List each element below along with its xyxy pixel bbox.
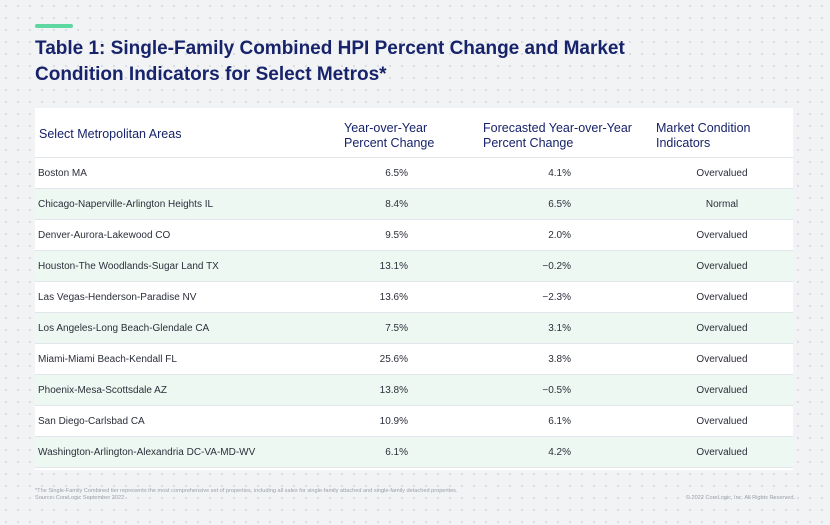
cell-metro-area: Miami-Miami Beach-Kendall FL xyxy=(38,354,177,365)
page-title: Table 1: Single-Family Combined HPI Perc… xyxy=(35,38,625,85)
cell-market-condition: Overvalued xyxy=(696,323,748,334)
cell-metro-area: Washington-Arlington-Alexandria DC-VA-MD… xyxy=(38,447,256,458)
cell-forecasted-change: 6.1% xyxy=(548,416,571,427)
table-row: Washington-Arlington-Alexandria DC-VA-MD… xyxy=(35,437,793,468)
footnote: *The Single-Family Combined tier represe… xyxy=(35,488,458,502)
cell-year-over-year: 6.1% xyxy=(385,447,408,458)
table-row: Las Vegas-Henderson-Paradise NV 13.6% −2.3… xyxy=(35,282,793,313)
cell-market-condition: Overvalued xyxy=(696,230,748,241)
header-forecasted-change: Forecasted Year-over-Year Percent Change xyxy=(483,121,632,150)
cell-forecasted-change: −0.2% xyxy=(542,261,571,272)
cell-year-over-year: 25.6% xyxy=(379,354,408,365)
cell-forecasted-change: 4.2% xyxy=(548,447,571,458)
cell-metro-area: Los Angeles-Long Beach-Glendale CA xyxy=(38,323,210,334)
cell-year-over-year: 13.1% xyxy=(379,261,408,272)
table-header: Select Metropolitan Areas Year-over-Year… xyxy=(35,108,793,158)
header-market-condition: Market Condition Indicators xyxy=(656,121,751,150)
table-row: Phoenix-Mesa-Scottsdale AZ 13.8% −0.5% Over… xyxy=(35,375,793,406)
cell-forecasted-change: 2.0% xyxy=(548,230,571,241)
cell-year-over-year: 13.8% xyxy=(379,385,408,396)
cell-forecasted-change: 3.1% xyxy=(548,323,571,334)
table-row: Los Angeles-Long Beach-Glendale CA 7.5% 3.… xyxy=(35,313,793,344)
data-table: Select Metropolitan Areas Year-over-Year… xyxy=(35,108,793,470)
table-row: Houston-The Woodlands-Sugar Land TX 13.1%… xyxy=(35,251,793,282)
cell-metro-area: Las Vegas-Henderson-Paradise NV xyxy=(38,292,197,303)
cell-metro-area: Chicago-Naperville-Arlington Heights IL xyxy=(38,199,214,210)
cell-forecasted-change: 6.5% xyxy=(548,199,571,210)
cell-forecasted-change: −2.3% xyxy=(542,292,571,303)
cell-forecasted-change: 3.8% xyxy=(548,354,571,365)
cell-year-over-year: 10.9% xyxy=(379,416,408,427)
cell-forecasted-change: 4.1% xyxy=(548,168,571,179)
table-row: Chicago-Naperville-Arlington Heights IL 8… xyxy=(35,189,793,220)
footnote-definition: *The Single-Family Combined tier represe… xyxy=(35,488,458,494)
header-metropolitan-areas: Select Metropolitan Areas xyxy=(39,127,182,141)
cell-market-condition: Overvalued xyxy=(696,385,748,396)
footnote-source: Source: CoreLogic September 2022 xyxy=(35,495,125,501)
table-row: Miami-Miami Beach-Kendall FL 25.6% 3.8% Ove… xyxy=(35,344,793,375)
table-row: Boston MA 6.5% 4.1% Overvalued xyxy=(35,158,793,189)
cell-market-condition: Overvalued xyxy=(696,416,748,427)
cell-market-condition: Overvalued xyxy=(696,447,748,458)
cell-market-condition: Overvalued xyxy=(696,292,748,303)
cell-market-condition: Overvalued xyxy=(696,261,748,272)
cell-year-over-year: 13.6% xyxy=(379,292,408,303)
cell-year-over-year: 9.5% xyxy=(385,230,408,241)
cell-forecasted-change: −0.5% xyxy=(542,385,571,396)
table-row: Denver-Aurora-Lakewood CO 9.5% 2.0% Overval… xyxy=(35,220,793,251)
cell-market-condition: Overvalued xyxy=(696,354,748,365)
cell-metro-area: Boston MA xyxy=(38,168,87,179)
cell-metro-area: Phoenix-Mesa-Scottsdale AZ xyxy=(38,385,167,396)
cell-year-over-year: 6.5% xyxy=(385,168,408,179)
cell-year-over-year: 8.4% xyxy=(385,199,408,210)
cell-market-condition: Overvalued xyxy=(696,168,748,179)
cell-metro-area: Houston-The Woodlands-Sugar Land TX xyxy=(38,261,219,272)
header-year-over-year: Year-over-Year Percent Change xyxy=(344,121,435,150)
cell-market-condition: Normal xyxy=(705,199,739,210)
cell-year-over-year: 7.5% xyxy=(385,323,408,334)
cell-metro-area: San Diego-Carlsbad CA xyxy=(38,416,145,427)
copyright-notice: © 2022 CoreLogic, Inc. All Rights Reserv… xyxy=(685,495,795,501)
cell-metro-area: Denver-Aurora-Lakewood CO xyxy=(38,230,171,241)
accent-bar xyxy=(35,24,73,28)
table-row: San Diego-Carlsbad CA 10.9% 6.1% Overvalued xyxy=(35,406,793,437)
